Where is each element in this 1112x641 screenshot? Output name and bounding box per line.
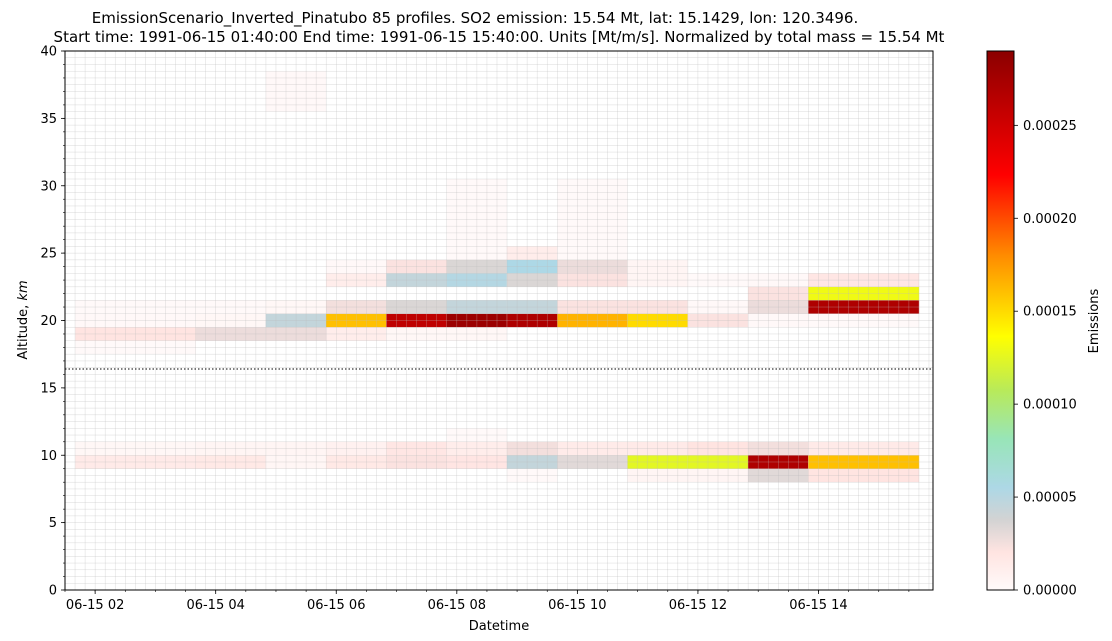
x-tick-label: 06-15 14 bbox=[789, 598, 847, 613]
y-axis-label: Altitude, km bbox=[16, 280, 31, 359]
colorbar-frame bbox=[986, 50, 1015, 591]
colorbar-tick-label: 0.00015 bbox=[1023, 305, 1077, 320]
colorbar-tick-label: 0.00000 bbox=[1023, 584, 1077, 599]
x-tick-label: 06-15 12 bbox=[669, 598, 727, 613]
y-tick-label: 5 bbox=[49, 516, 57, 531]
y-tick-label: 40 bbox=[40, 45, 57, 60]
colorbar-ticks: 0.00000 0.00005 0.00010 0.00015 0.00020 0.000… bbox=[1014, 119, 1077, 599]
colorbar-tick-label: 0.00010 bbox=[1023, 398, 1077, 413]
chart-subtitle: Start time: 1991-06-15 01:40:00 End time… bbox=[54, 28, 945, 46]
y-axis-label-unit: km bbox=[16, 280, 31, 300]
colorbar-tick-label: 0.00005 bbox=[1023, 491, 1077, 506]
y-tick-label: 20 bbox=[40, 314, 57, 329]
colorbar-tick-label: 0.00025 bbox=[1023, 119, 1077, 134]
y-axis-ticks: 0 5 10 15 20 25 30 35 40 bbox=[40, 45, 65, 599]
x-tick-label: 06-15 10 bbox=[548, 598, 606, 613]
x-axis-ticks: 06-15 02 06-15 04 06-15 06 06-15 08 06-15 10… bbox=[64, 590, 910, 613]
x-axis-label: Datetime bbox=[469, 619, 529, 634]
colorbar-gradient bbox=[987, 51, 1014, 590]
colorbar-tick-label: 0.00020 bbox=[1023, 212, 1077, 227]
y-tick-label: 10 bbox=[40, 449, 57, 464]
x-tick-label: 06-15 08 bbox=[428, 598, 486, 613]
colorbar-label: Emissions bbox=[1087, 288, 1102, 353]
chart-title: EmissionScenario_Inverted_Pinatubo 85 pr… bbox=[92, 9, 858, 28]
x-tick-label: 06-15 06 bbox=[307, 598, 365, 613]
y-tick-label: 25 bbox=[40, 247, 57, 262]
plot-area bbox=[64, 50, 934, 591]
y-tick-label: 30 bbox=[40, 179, 57, 194]
grid bbox=[64, 50, 933, 591]
colorbar: 0.00000 0.00005 0.00010 0.00015 0.00020 0.000… bbox=[986, 50, 1102, 599]
x-tick-label: 06-15 04 bbox=[186, 598, 244, 613]
y-tick-label: 15 bbox=[40, 381, 57, 396]
y-axis-label-text: Altitude, bbox=[16, 301, 31, 360]
y-tick-label: 35 bbox=[40, 112, 57, 127]
y-tick-label: 0 bbox=[49, 584, 57, 599]
x-tick-label: 06-15 02 bbox=[66, 598, 124, 613]
